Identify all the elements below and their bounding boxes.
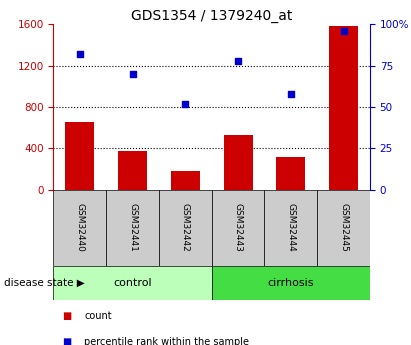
- Text: ■: ■: [62, 337, 71, 345]
- Point: [287, 91, 294, 97]
- Text: GSM32440: GSM32440: [75, 203, 84, 252]
- Text: GSM32443: GSM32443: [233, 203, 242, 252]
- Text: GSM32445: GSM32445: [339, 203, 348, 252]
- Point: [76, 51, 83, 57]
- Text: cirrhosis: cirrhosis: [268, 278, 314, 288]
- Text: GSM32444: GSM32444: [286, 203, 295, 252]
- Bar: [159, 190, 212, 266]
- Bar: [317, 190, 370, 266]
- Bar: [329, 26, 358, 190]
- Bar: [171, 171, 200, 190]
- Text: GSM32441: GSM32441: [128, 203, 137, 252]
- Bar: [264, 190, 317, 266]
- Point: [235, 58, 241, 63]
- Title: GDS1354 / 1379240_at: GDS1354 / 1379240_at: [131, 9, 292, 23]
- Bar: [65, 122, 94, 190]
- Text: disease state ▶: disease state ▶: [4, 278, 85, 288]
- Bar: [106, 190, 159, 266]
- Text: control: control: [113, 278, 152, 288]
- Point: [182, 101, 189, 106]
- Point: [129, 71, 136, 77]
- Bar: [53, 266, 212, 300]
- Bar: [212, 266, 370, 300]
- Text: ■: ■: [62, 311, 71, 321]
- Bar: [53, 190, 106, 266]
- Bar: [118, 151, 147, 190]
- Bar: [212, 190, 264, 266]
- Text: percentile rank within the sample: percentile rank within the sample: [84, 337, 249, 345]
- Point: [340, 28, 347, 33]
- Bar: [224, 135, 252, 190]
- Bar: [276, 157, 305, 190]
- Text: GSM32442: GSM32442: [181, 203, 190, 252]
- Text: count: count: [84, 311, 112, 321]
